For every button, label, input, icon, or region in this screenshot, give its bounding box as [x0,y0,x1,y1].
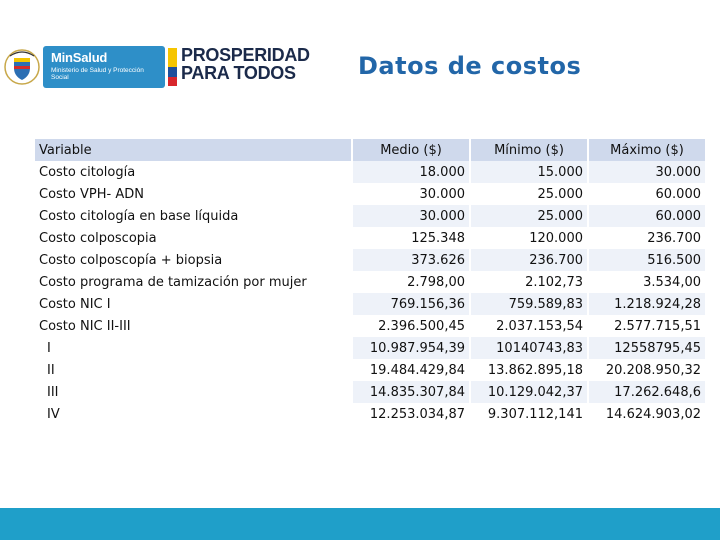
row-maximo: 20.208.950,32 [589,359,705,381]
table-row: Costo NIC I 769.156,36 759.589,83 1.218.… [35,293,705,315]
row-minimo: 236.700 [471,249,587,271]
row-maximo: 3.534,00 [589,271,705,293]
row-minimo: 2.102,73 [471,271,587,293]
row-maximo: 17.262.648,6 [589,381,705,403]
row-variable: Costo citología en base líquida [35,205,351,227]
row-variable: I [35,337,351,359]
row-variable: Costo NIC I [35,293,351,315]
row-maximo: 2.577.715,51 [589,315,705,337]
table-row: Costo citología 18.000 15.000 30.000 [35,161,705,183]
table-row: Costo programa de tamización por mujer 2… [35,271,705,293]
minsalud-subtitle: Ministerio de Salud y Protección Social [51,67,144,81]
footer-bar [0,508,720,540]
row-variable: IV [35,403,351,425]
prosperidad-flag-icon [168,48,177,86]
minsalud-title: MinSalud [51,50,108,65]
row-variable: Costo citología [35,161,351,183]
row-maximo: 1.218.924,28 [589,293,705,315]
row-minimo: 15.000 [471,161,587,183]
row-medio: 769.156,36 [353,293,469,315]
row-variable: Costo programa de tamización por mujer [35,271,351,293]
prosperidad-line2: PARA TODOS [181,63,296,83]
row-maximo: 236.700 [589,227,705,249]
row-medio: 2.396.500,45 [353,315,469,337]
row-maximo: 60.000 [589,205,705,227]
row-maximo: 60.000 [589,183,705,205]
row-variable: Costo colposcopía + biopsia [35,249,351,271]
row-minimo: 120.000 [471,227,587,249]
row-variable: Costo VPH- ADN [35,183,351,205]
table-row: Costo colposcopía + biopsia 373.626 236.… [35,249,705,271]
row-medio: 125.348 [353,227,469,249]
header-minimo: Mínimo ($) [471,139,587,161]
table-row: Costo colposcopia 125.348 120.000 236.70… [35,227,705,249]
row-minimo: 2.037.153,54 [471,315,587,337]
row-variable: Costo colposcopia [35,227,351,249]
row-maximo: 516.500 [589,249,705,271]
table-row: Costo NIC II-III 2.396.500,45 2.037.153,… [35,315,705,337]
costs-table: Variable Medio ($) Mínimo ($) Máximo ($)… [33,139,707,425]
row-maximo: 14.624.903,02 [589,403,705,425]
table-row: Costo citología en base líquida 30.000 2… [35,205,705,227]
row-minimo: 759.589,83 [471,293,587,315]
prosperidad-line1: PROSPERIDAD [181,45,310,65]
row-minimo: 10.129.042,37 [471,381,587,403]
row-medio: 2.798,00 [353,271,469,293]
table-row: III 14.835.307,84 10.129.042,37 17.262.6… [35,381,705,403]
row-minimo: 25.000 [471,183,587,205]
row-medio: 19.484.429,84 [353,359,469,381]
table-row: Costo VPH- ADN 30.000 25.000 60.000 [35,183,705,205]
row-medio: 12.253.034,87 [353,403,469,425]
row-minimo: 10140743,83 [471,337,587,359]
row-medio: 14.835.307,84 [353,381,469,403]
row-variable: III [35,381,351,403]
table-row: I 10.987.954,39 10140743,83 12558795,45 [35,337,705,359]
minsalud-logo: MinSalud Ministerio de Salud y Protecció… [43,46,165,88]
table-row: II 19.484.429,84 13.862.895,18 20.208.95… [35,359,705,381]
header-maximo: Máximo ($) [589,139,705,161]
row-maximo: 30.000 [589,161,705,183]
header-logos: MinSalud Ministerio de Salud y Protecció… [0,40,310,96]
row-variable: II [35,359,351,381]
row-medio: 30.000 [353,205,469,227]
row-medio: 10.987.954,39 [353,337,469,359]
prosperidad-logo: PROSPERIDAD PARA TODOS [181,46,310,82]
row-variable: Costo NIC II-III [35,315,351,337]
page-title: Datos de costos [358,52,582,80]
row-minimo: 25.000 [471,205,587,227]
row-medio: 30.000 [353,183,469,205]
row-medio: 373.626 [353,249,469,271]
header-medio: Medio ($) [353,139,469,161]
row-minimo: 9.307.112,141 [471,403,587,425]
row-medio: 18.000 [353,161,469,183]
row-maximo: 12558795,45 [589,337,705,359]
colombia-coat-of-arms-icon [4,49,40,85]
header-variable: Variable [35,139,351,161]
table-row: IV 12.253.034,87 9.307.112,141 14.624.90… [35,403,705,425]
row-minimo: 13.862.895,18 [471,359,587,381]
table-header-row: Variable Medio ($) Mínimo ($) Máximo ($) [35,139,705,161]
